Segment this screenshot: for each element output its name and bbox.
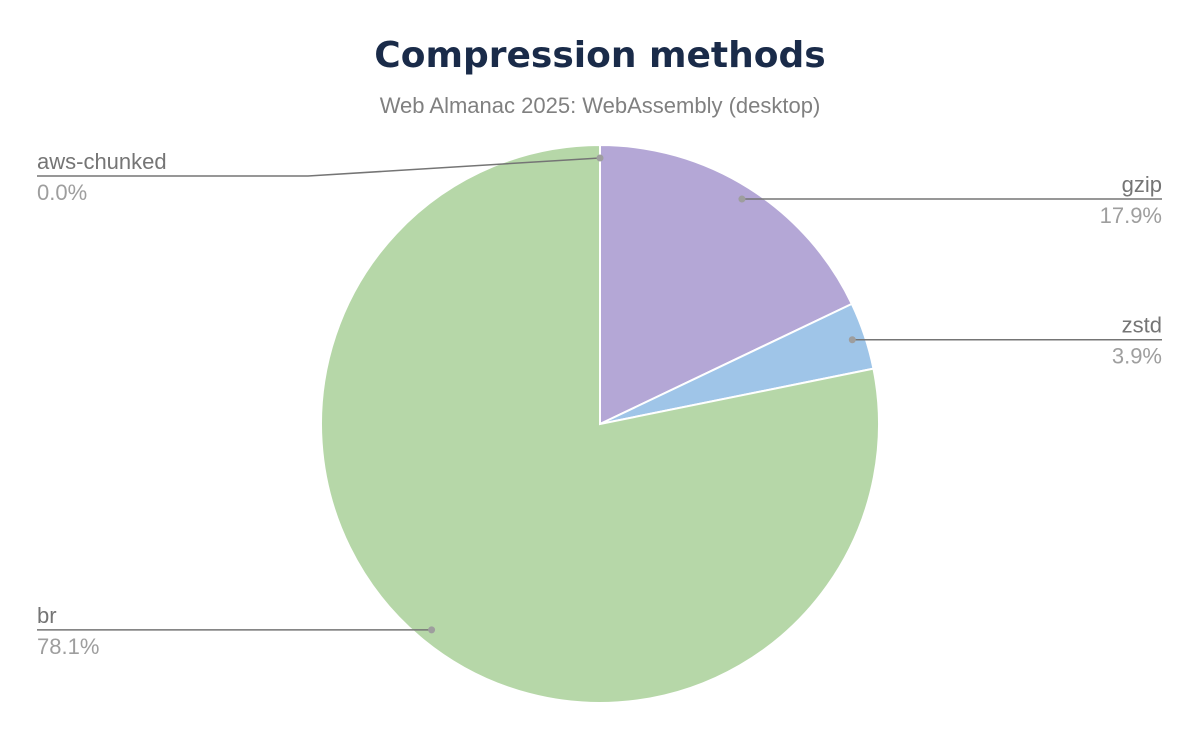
slice-label-br: br <box>37 603 57 628</box>
leader-dot-gzip <box>738 195 746 203</box>
slice-value-gzip: 17.9% <box>1100 203 1162 228</box>
leader-dot-zstd <box>848 336 856 344</box>
slice-label-gzip: gzip <box>1122 172 1162 197</box>
leader-line-aws-chunked <box>37 157 601 177</box>
chart-title: Compression methods <box>374 35 825 76</box>
pie-slice-gzip[interactable] <box>599 143 854 426</box>
chart-subtitle: Web Almanac 2025: WebAssembly (desktop) <box>380 93 821 118</box>
slice-value-br: 78.1% <box>37 634 99 659</box>
leader-dot-br <box>428 626 436 634</box>
pie-slice-br[interactable] <box>320 143 880 704</box>
slice-label-aws-chunked: aws-chunked <box>37 149 167 174</box>
slice-value-aws-chunked: 0.0% <box>37 180 87 205</box>
slice-label-zstd: zstd <box>1122 313 1162 338</box>
leader-dot-aws-chunked <box>596 154 604 162</box>
slice-value-zstd: 3.9% <box>1112 344 1162 369</box>
